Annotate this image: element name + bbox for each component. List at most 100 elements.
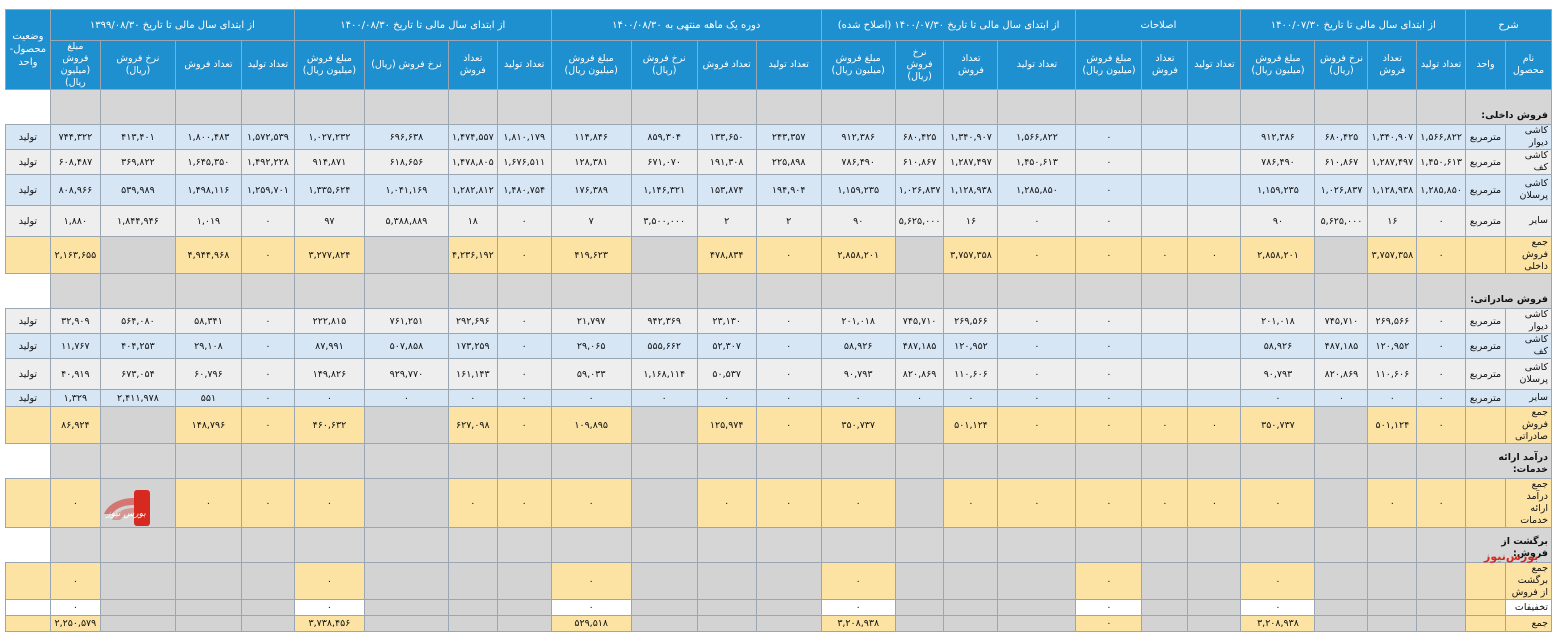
value-cell: ۱۵۳,۸۷۴	[696, 174, 757, 206]
value-cell	[1187, 562, 1242, 600]
header-col-sales_qty: تعداد فروش	[696, 40, 757, 90]
header-group: از ابتدای سال مالی تا تاریخ ۱۴۰۰/۰۷/۳۰ (…	[820, 9, 1077, 41]
value-cell: ۷	[550, 205, 632, 237]
value-cell: ٠	[755, 406, 822, 444]
empty-cell	[1141, 527, 1189, 563]
empty-cell	[174, 443, 242, 479]
empty-cell	[755, 443, 822, 479]
value-cell: ٠	[447, 389, 498, 407]
empty-cell	[1141, 273, 1189, 309]
value-cell	[630, 478, 698, 528]
value-cell: ۹۴۲,۳۶۹	[630, 308, 698, 334]
value-cell: ۱,۵۶۶,۸۲۲	[1416, 124, 1466, 150]
value-cell	[363, 562, 449, 600]
value-cell: ۸۲۰,۸۶۹	[1314, 358, 1369, 390]
value-cell: ۱۴۹,۸۲۶	[293, 358, 365, 390]
empty-cell	[1416, 443, 1466, 479]
total-row: جمع فروش داخلی ٠ ۳,۷۵۷,۳۵۸ ۲,۸۵۸,۲۰۱ ٠ ٠ ٠ ٠ ۳,۷…	[5, 236, 1552, 274]
value-cell: ۱۸	[447, 205, 498, 237]
value-cell: ۵۰۱,۱۲۴	[943, 406, 999, 444]
value-cell: ۱۲۸,۳۸۱	[550, 149, 632, 175]
row-unit: مترمربع	[1465, 333, 1506, 359]
row-unit: مترمربع	[1465, 124, 1506, 150]
value-cell	[997, 599, 1077, 616]
value-cell: ٠	[496, 308, 552, 334]
value-cell: ۱,۸۱۰,۱۷۹	[496, 124, 552, 150]
value-cell: ۱,۴۷۸,۸۰۵	[447, 149, 498, 175]
value-cell: ۱۹۱,۳۰۸	[696, 149, 757, 175]
value-cell: ۱,۶۷۶,۵۱۱	[496, 149, 552, 175]
value-cell: ۱۲۵,۹۷۴	[696, 406, 757, 444]
value-cell: ٠	[550, 478, 632, 528]
value-cell	[630, 406, 698, 444]
value-cell: ٠	[943, 478, 999, 528]
sales-report-table: شرح از ابتدای سال مالی تا تاریخ ۱۴۰۰/۰۷/۳…	[5, 9, 1552, 632]
value-cell: ٠	[1240, 478, 1316, 528]
value-cell	[1416, 599, 1466, 616]
value-cell: ۱,۱۵۹,۲۳۵	[820, 174, 896, 206]
value-cell: ٠	[997, 333, 1077, 359]
empty-cell	[293, 89, 365, 125]
value-cell: ۶۷۳,۰۵۴	[99, 358, 176, 390]
value-cell: ٠	[293, 562, 365, 600]
header-col-rate: نرخ فروش (ریال)	[894, 40, 945, 90]
value-cell	[496, 562, 552, 600]
header-group: از ابتدای سال مالی تا تاریخ ۱۳۹۹/۰۸/۳۰	[49, 9, 295, 41]
value-cell: ۲,۴۱۱,۹۷۸	[99, 389, 176, 407]
value-cell: ۲۹,۰۶۵	[550, 333, 632, 359]
value-cell: ۳,۷۵۷,۳۵۸	[943, 236, 999, 274]
empty-cell	[943, 273, 999, 309]
value-cell: ٠	[1075, 124, 1143, 150]
value-cell: ۴۰۴,۲۵۳	[99, 333, 176, 359]
row-label: جمع فروش داخلی	[1505, 236, 1552, 274]
value-cell	[1187, 174, 1242, 206]
value-cell	[1367, 562, 1418, 600]
value-cell: ٠	[1187, 478, 1242, 528]
value-cell	[755, 562, 822, 600]
value-cell: ۷۸۶,۴۹۰	[1240, 149, 1316, 175]
value-cell: ۵۳۹,۹۸۹	[99, 174, 176, 206]
value-cell	[447, 615, 498, 632]
empty-cell	[240, 443, 295, 479]
empty-cell	[820, 443, 896, 479]
header-col-amount: مبلغ فروش (میلیون ریال)	[293, 40, 365, 90]
value-cell: ۶۱۸,۶۵۶	[363, 149, 449, 175]
empty-cell	[496, 443, 552, 479]
value-cell: ۱,۸۸۰	[49, 205, 101, 237]
empty-cell	[99, 89, 176, 125]
value-cell	[894, 599, 945, 616]
empty-cell	[496, 527, 552, 563]
value-cell: ۹۱۴,۸۷۱	[293, 149, 365, 175]
value-cell: ۱,۱۲۸,۹۳۸	[943, 174, 999, 206]
value-cell	[696, 599, 757, 616]
watermark-brand: بورس‌نیوز	[1484, 550, 1539, 563]
value-cell: ۱,۲۸۷,۴۹۷	[1367, 149, 1418, 175]
value-cell: ٠	[174, 478, 242, 528]
value-cell: ۱,۰۱۹	[174, 205, 242, 237]
value-cell	[363, 478, 449, 528]
value-cell: ۵۶۴,۰۸۰	[99, 308, 176, 334]
row-label: جمع برگشت از فروش	[1505, 562, 1552, 600]
header-col-rate: نرخ فروش (ریال)	[99, 40, 176, 90]
value-cell: ٠	[696, 389, 757, 407]
row-unit: مترمربع	[1465, 149, 1506, 175]
value-cell	[363, 615, 449, 632]
value-cell	[1187, 358, 1242, 390]
value-cell: ۶۰۸,۴۸۷	[49, 149, 101, 175]
header-col-sales_qty: تعداد فروش	[1367, 40, 1418, 90]
value-cell: ۱,۱۵۹,۲۳۵	[1240, 174, 1316, 206]
value-cell: ۲,۸۵۸,۲۰۱	[1240, 236, 1316, 274]
value-cell: ٠	[820, 389, 896, 407]
value-cell: ۱۹۴,۹۰۴	[755, 174, 822, 206]
value-cell: ۴۰,۹۱۹	[49, 358, 101, 390]
value-cell: ۹۰,۷۹۳	[1240, 358, 1316, 390]
value-cell: ۱۷۶,۳۸۹	[550, 174, 632, 206]
value-cell: ۴,۹۴۴,۹۶۸	[174, 236, 242, 274]
value-cell: ۲۹,۱۰۸	[174, 333, 242, 359]
value-cell: ۵۸,۹۲۶	[1240, 333, 1316, 359]
empty-cell	[755, 89, 822, 125]
value-cell: ٠	[49, 562, 101, 600]
value-cell: ٠	[49, 478, 101, 528]
value-cell: ٠	[755, 236, 822, 274]
row-label: جمع فروش صادراتی	[1505, 406, 1552, 444]
